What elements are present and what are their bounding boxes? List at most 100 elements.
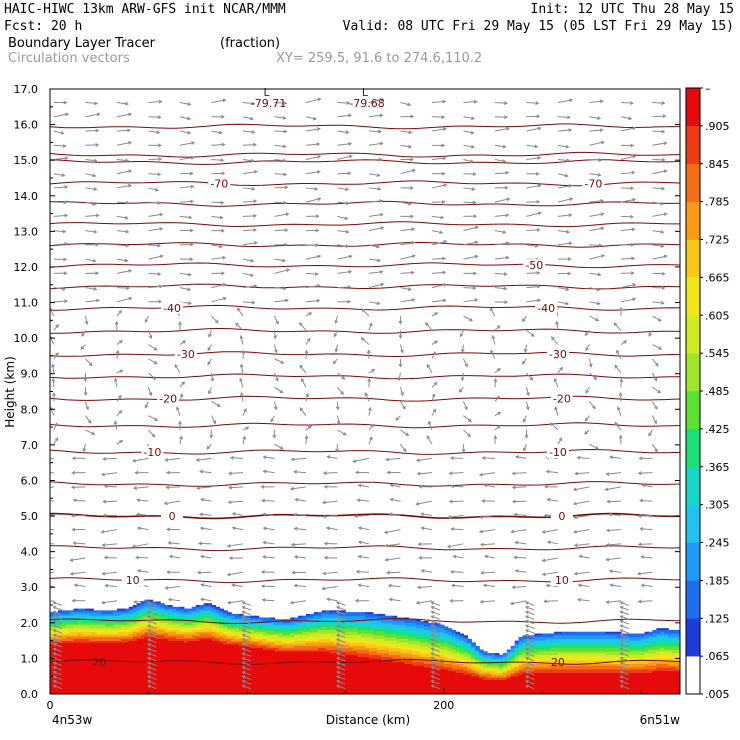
tracer-cell	[235, 617, 240, 620]
tracer-cell	[412, 665, 417, 694]
tracer-cell	[329, 613, 335, 618]
vector-head	[584, 332, 589, 337]
vector-shaft	[85, 158, 97, 162]
vector-head	[663, 169, 668, 174]
tracer-cell	[168, 631, 173, 636]
vector-head	[208, 333, 212, 338]
low-value: -79.71	[251, 97, 286, 110]
vector-head	[496, 367, 501, 372]
tracer-cell	[668, 670, 673, 694]
vector-head	[335, 633, 340, 638]
tracer-cell	[85, 608, 90, 611]
tracer-cell	[668, 649, 673, 652]
tracer-cell	[239, 617, 244, 620]
tracer-cell	[144, 628, 150, 632]
vector-shaft	[227, 600, 244, 604]
tracer-cell	[471, 665, 476, 670]
vector-head	[157, 201, 162, 205]
vector-head	[558, 437, 563, 442]
vector-shaft	[494, 396, 500, 402]
tracer-cell	[53, 637, 59, 640]
vector-head	[253, 170, 258, 174]
vector-head	[62, 229, 67, 234]
tracer-cell	[120, 610, 126, 613]
tracer-cell	[514, 676, 520, 694]
vector-shaft	[557, 198, 573, 203]
vector-shaft	[585, 344, 590, 351]
vector-shaft	[620, 615, 629, 620]
vector-shaft	[148, 228, 163, 232]
tracer-cell	[475, 667, 480, 672]
vector-shaft	[301, 378, 307, 388]
tracer-cell	[258, 631, 264, 634]
vector-head	[282, 258, 287, 263]
tracer-cell	[97, 628, 102, 631]
tracer-cell	[573, 665, 579, 670]
tracer-cell	[65, 633, 71, 636]
tracer-cell	[510, 667, 516, 670]
vector-head	[335, 680, 340, 684]
vector-head	[301, 378, 305, 382]
vector-head	[124, 215, 129, 220]
tracer-cell	[61, 629, 67, 634]
tracer-cell	[191, 612, 197, 616]
tracer-cell	[136, 606, 142, 611]
tracer-cell	[270, 640, 276, 643]
tracer-cell	[254, 640, 260, 643]
vector-head	[379, 212, 384, 217]
vector-head	[640, 583, 645, 588]
vector-shaft	[614, 422, 622, 431]
vector-head	[222, 283, 227, 287]
tracer-cell	[116, 615, 122, 618]
tracer-cell	[388, 622, 394, 627]
tracer-cell	[278, 629, 283, 632]
tracer-cell	[459, 649, 465, 654]
tracer-cell	[124, 613, 130, 618]
tracer-cell	[431, 654, 437, 659]
colorbar-label: .485	[705, 385, 730, 398]
vector-shaft	[620, 606, 629, 611]
tracer-cell	[609, 669, 614, 673]
vector-shaft	[50, 486, 55, 489]
vector-head	[157, 143, 162, 148]
colorbar-label: .365	[705, 461, 730, 474]
vector-head	[40, 472, 43, 475]
vector-head	[637, 599, 642, 604]
tracer-cell	[428, 637, 433, 641]
vector-shaft	[242, 144, 256, 146]
vector-shaft	[606, 543, 621, 546]
vector-shaft	[263, 556, 275, 559]
vector-shaft	[652, 213, 667, 217]
tracer-cell	[313, 622, 319, 625]
vector-shaft	[116, 141, 132, 146]
tracer-cell	[317, 647, 323, 652]
tracer-cell	[656, 629, 661, 634]
vector-head	[503, 286, 508, 291]
vector-head	[524, 661, 529, 666]
tracer-cell	[459, 644, 465, 647]
tracer-cell	[420, 661, 425, 666]
tracer-cell	[136, 605, 142, 608]
tracer-cell	[463, 645, 468, 648]
tracer-cell	[148, 601, 153, 604]
tracer-cell	[479, 649, 484, 654]
tracer-cell	[459, 654, 465, 659]
vector-shaft	[620, 671, 629, 676]
vector-head	[521, 360, 526, 365]
tracer-cell	[69, 624, 75, 629]
tracer-cell	[321, 651, 327, 694]
tracer-cell	[546, 637, 551, 640]
tracer-cell	[565, 665, 571, 670]
tracer-cell	[648, 647, 654, 650]
vector-head	[55, 352, 59, 357]
vector-shaft	[169, 555, 181, 559]
tracer-cell	[282, 649, 287, 652]
tracer-cell	[483, 669, 488, 672]
tracer-cell	[136, 637, 142, 640]
tracer-cell	[530, 644, 535, 647]
tracer-cell	[439, 638, 445, 643]
vector-shaft	[336, 611, 346, 616]
vector-shaft	[147, 638, 157, 643]
vector-head	[565, 287, 570, 291]
tracer-cell	[534, 635, 539, 638]
